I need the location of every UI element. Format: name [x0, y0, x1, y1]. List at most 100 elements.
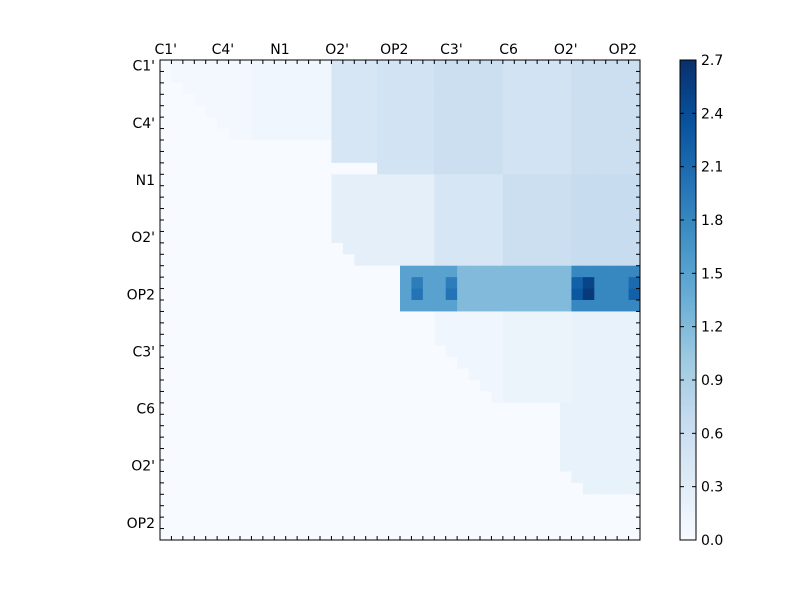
heatmap-cell: [400, 60, 412, 72]
colorbar-tick-label: 1.8: [701, 213, 723, 229]
heatmap-cell: [560, 254, 572, 267]
heatmap-cell: [548, 162, 561, 175]
y-tick-label: C4': [132, 116, 155, 132]
heatmap-cell: [342, 220, 355, 232]
heatmap-cell: [468, 402, 481, 415]
heatmap-cell: [251, 254, 264, 267]
heatmap-cell: [537, 140, 549, 152]
heatmap-cell: [571, 380, 584, 392]
heatmap-cell: [228, 402, 241, 415]
heatmap-cell: [171, 425, 184, 438]
heatmap-cell: [354, 380, 367, 392]
heatmap-cell: [628, 231, 641, 244]
heatmap-cell: [171, 505, 184, 518]
heatmap-cell: [434, 357, 447, 369]
heatmap-cell: [571, 140, 584, 152]
heatmap-cell: [617, 528, 629, 541]
heatmap-cell: [502, 265, 515, 278]
heatmap-cell: [560, 437, 572, 449]
heatmap-cell: [182, 208, 195, 221]
heatmap-cell: [377, 254, 389, 267]
heatmap-cell: [365, 197, 378, 209]
heatmap-cell: [480, 231, 492, 244]
heatmap-cell: [285, 517, 298, 529]
heatmap-cell: [297, 334, 309, 347]
heatmap-cell: [342, 311, 355, 324]
heatmap-cell: [594, 220, 607, 232]
heatmap-cell: [365, 402, 378, 415]
heatmap-cell: [491, 402, 504, 415]
heatmap-cell: [514, 494, 527, 507]
heatmap-cell: [205, 128, 218, 141]
heatmap-cell: [308, 494, 321, 507]
heatmap-cell: [594, 425, 607, 438]
heatmap-cell: [457, 425, 469, 438]
heatmap-cell: [525, 505, 538, 518]
heatmap-cell: [182, 311, 195, 324]
heatmap-cell: [331, 334, 344, 347]
heatmap-cell: [251, 414, 264, 427]
colorbar-tick-label: 2.1: [701, 160, 723, 176]
heatmap-cell: [468, 494, 481, 507]
heatmap-cell: [411, 482, 424, 495]
heatmap-cell: [422, 254, 435, 267]
heatmap-cell: [297, 82, 309, 95]
heatmap-cell: [525, 494, 538, 507]
heatmap-cell: [377, 82, 389, 95]
heatmap-cell: [571, 437, 584, 449]
heatmap-cell: [514, 345, 527, 358]
heatmap-cell: [548, 174, 561, 187]
heatmap-cell: [468, 71, 481, 84]
heatmap-cell: [571, 460, 584, 472]
heatmap-cell: [445, 517, 458, 529]
heatmap-cell: [605, 117, 618, 129]
heatmap-cell: [525, 185, 538, 198]
heatmap-cell: [617, 105, 629, 118]
heatmap-cell: [548, 505, 561, 518]
heatmap-cell: [297, 437, 309, 449]
heatmap-cell: [240, 414, 252, 427]
heatmap-cell: [560, 482, 572, 495]
heatmap-cell: [205, 505, 218, 518]
heatmap-cell: [308, 151, 321, 164]
heatmap-cell: [217, 414, 229, 427]
heatmap-cell: [480, 448, 492, 461]
heatmap-cell: [297, 471, 309, 484]
heatmap-cell: [240, 300, 252, 312]
heatmap-cell: [445, 151, 458, 164]
heatmap-cell: [434, 288, 447, 301]
heatmap-cell: [320, 231, 332, 244]
heatmap-cell: [228, 60, 241, 72]
heatmap-cell: [571, 117, 584, 129]
heatmap-cell: [251, 60, 264, 72]
heatmap-cell: [228, 197, 241, 209]
heatmap-cell: [377, 105, 389, 118]
heatmap-cell: [377, 242, 389, 255]
heatmap-cell: [182, 117, 195, 129]
heatmap-cell: [342, 517, 355, 529]
heatmap-cell: [297, 494, 309, 507]
heatmap-cell: [617, 391, 629, 404]
heatmap-cell: [274, 402, 287, 415]
heatmap-cell: [628, 71, 641, 84]
heatmap-cell: [594, 368, 607, 381]
heatmap-cell: [582, 254, 595, 267]
heatmap-cell: [377, 185, 389, 198]
heatmap-cell: [331, 414, 344, 427]
heatmap-cell: [342, 505, 355, 518]
heatmap-cell: [320, 345, 332, 358]
heatmap-cell: [354, 437, 367, 449]
heatmap-cell: [502, 197, 515, 209]
heatmap-cell: [434, 254, 447, 267]
heatmap-cell: [400, 345, 412, 358]
heatmap-cell: [582, 117, 595, 129]
heatmap-cell: [502, 208, 515, 221]
heatmap-cell: [251, 391, 264, 404]
heatmap-cell: [205, 117, 218, 129]
heatmap-cell: [388, 231, 401, 244]
heatmap-cell: [171, 494, 184, 507]
heatmap-cell: [285, 528, 298, 541]
heatmap-cell: [571, 128, 584, 141]
heatmap-cell: [194, 300, 207, 312]
heatmap-cell: [628, 128, 641, 141]
